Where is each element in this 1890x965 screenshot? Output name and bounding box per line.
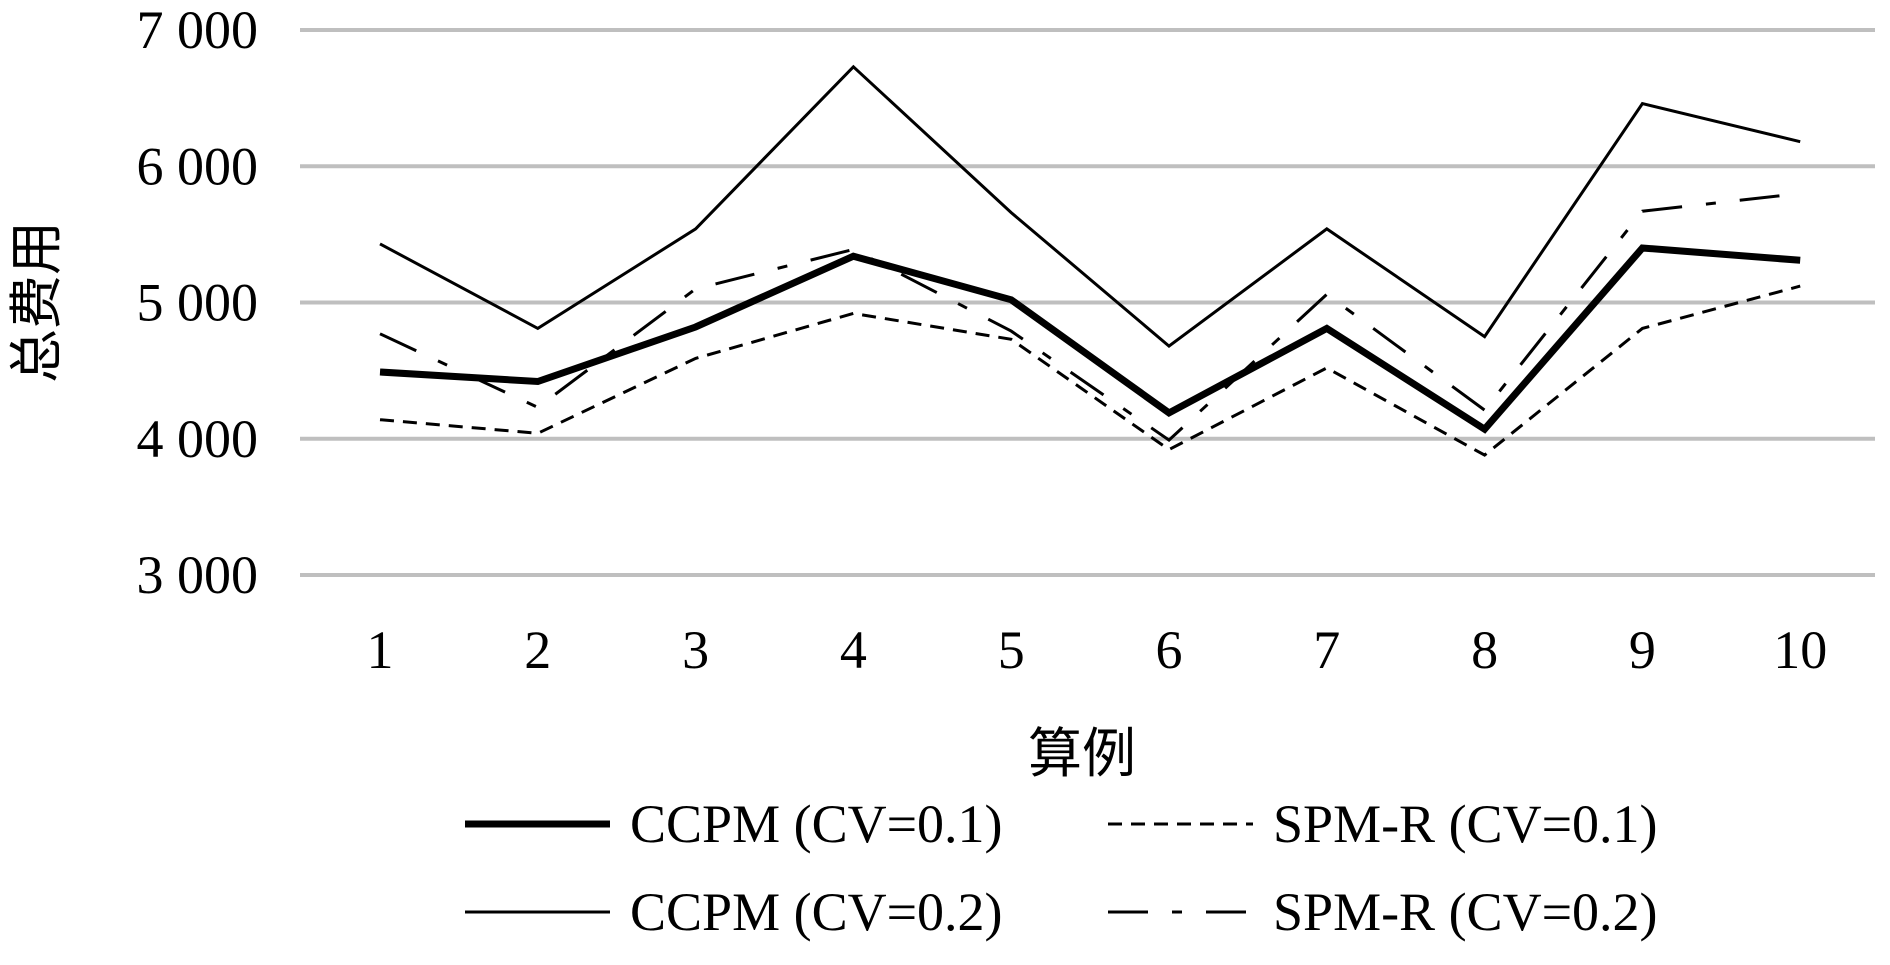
x-tick-label: 7 xyxy=(1313,620,1340,680)
series-line-3 xyxy=(379,64,1801,349)
x-tick-label: 3 xyxy=(682,620,709,680)
grid-lines xyxy=(300,28,1875,577)
legend-label-4: SPM-R (CV=0.2) xyxy=(1273,882,1658,942)
series-line-4 xyxy=(379,192,1801,443)
y-tick-label: 4 000 xyxy=(137,409,259,469)
x-tick-label: 4 xyxy=(840,620,867,680)
y-axis-label: 总费用 xyxy=(7,221,67,383)
legend-label-1: CCPM (CV=0.1) xyxy=(630,794,1003,854)
series-lines xyxy=(379,64,1801,457)
y-tick-label: 7 000 xyxy=(137,0,259,60)
x-tick-label: 10 xyxy=(1773,620,1827,680)
x-tick-label: 2 xyxy=(524,620,551,680)
y-tick-label: 6 000 xyxy=(137,136,259,196)
legend-label-3: CCPM (CV=0.2) xyxy=(630,882,1003,942)
legend: CCPM (CV=0.1) SPM-R (CV=0.1) CCPM (CV=0.2)… xyxy=(465,794,1658,942)
x-tick-label: 1 xyxy=(367,620,394,680)
x-tick-label: 5 xyxy=(998,620,1025,680)
x-axis-tick-labels: 1 2 3 4 5 6 7 8 9 10 xyxy=(367,620,1828,680)
series-line-1 xyxy=(379,244,1801,434)
x-tick-label: 6 xyxy=(1156,620,1183,680)
y-tick-label: 3 000 xyxy=(137,545,259,605)
x-tick-label: 8 xyxy=(1471,620,1498,680)
x-tick-label: 9 xyxy=(1629,620,1656,680)
legend-label-2: SPM-R (CV=0.1) xyxy=(1273,794,1658,854)
y-tick-label: 5 000 xyxy=(137,273,259,333)
x-axis-label: 算例 xyxy=(1028,724,1136,784)
y-axis-tick-labels: 3 000 4 000 5 000 6 000 7 000 xyxy=(137,0,259,605)
